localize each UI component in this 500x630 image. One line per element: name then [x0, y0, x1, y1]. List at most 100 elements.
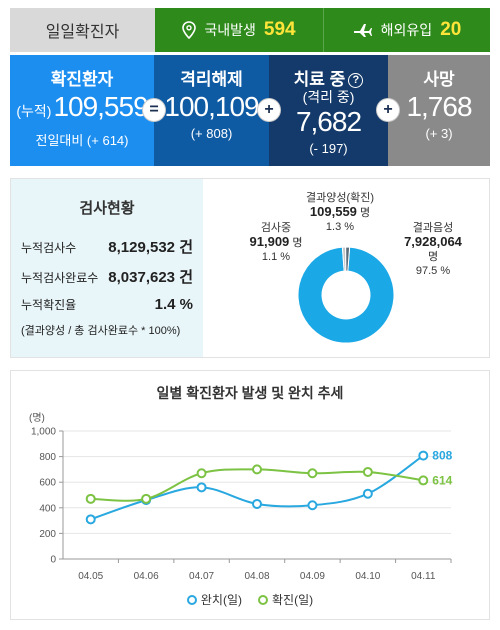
tests-row: 누적확진율 1.4 %	[21, 296, 193, 313]
domestic-cases: 국내발생 594	[155, 8, 323, 52]
positive-rate-note: (결과양성 / 총 검사완료수 * 100%)	[21, 325, 181, 337]
tests-title: 검사현황	[79, 200, 135, 217]
domestic-label: 국내발생	[204, 22, 256, 38]
deaths-stat: 사망 1,768 (+ 3)	[388, 55, 490, 166]
deaths-delta: (+ 3)	[425, 126, 453, 141]
tests-section: 검사현황 누적검사수 8,129,532 건 누적검사완료수 8,037,623…	[10, 178, 490, 358]
legend-item-confirmed[interactable]: 확진(일)	[258, 591, 313, 608]
legend-item-released[interactable]: 완치(일)	[186, 591, 242, 608]
negative-pie-label: 결과음성 7,928,064 명 97.5 %	[383, 221, 483, 278]
trend-chart-section: 일별 확진환자 발생 및 완치 추세 (명) 0 200 400 600 800 1,000…	[10, 370, 490, 620]
donut-slice-negative	[297, 246, 395, 344]
tests-summary: 검사현황 누적검사수 8,129,532 건 누적검사완료수 8,037,623…	[11, 179, 203, 357]
tests-row-value: 1.4 %	[154, 296, 193, 313]
treatment-subtitle: (격리 중)	[302, 89, 355, 105]
deaths-title: 사망	[423, 70, 455, 89]
domestic-value: 594	[263, 19, 296, 40]
x-tick-label: 04.08	[244, 571, 269, 582]
tests-row: 누적검사수 8,129,532 건	[21, 236, 193, 257]
airplane-icon	[353, 24, 372, 37]
chart-title: 일별 확진환자 발생 및 완치 추세	[156, 385, 344, 401]
x-tick-label: 04.06	[134, 571, 159, 582]
tests-donut-chart	[297, 246, 395, 344]
y-tick-label: 200	[39, 529, 56, 540]
tests-row-value: 8,129,532 건	[108, 239, 193, 256]
donut-slice-positive	[345, 246, 351, 272]
series-point[interactable]	[141, 493, 152, 504]
y-tick-label: 800	[39, 452, 56, 463]
released-delta: (+ 808)	[190, 126, 233, 141]
testing-pie-label: 검사중 91,909 명 1.1 %	[231, 221, 321, 264]
tests-row-label: 누적확진율	[21, 298, 77, 312]
treatment-title: 치료 중	[293, 70, 346, 89]
tests-row-value: 8,037,623 건	[108, 269, 193, 286]
tests-pie-area: 결과양성(확진) 109,559 명 1.3 % 검사중 91,909 명 1.…	[203, 179, 489, 357]
series-point[interactable]	[252, 464, 262, 475]
overseas-cases: 해외유입 20	[323, 8, 490, 52]
confirmed-value: 109,559	[53, 91, 148, 122]
tests-row: 누적검사완료수 8,037,623 건	[21, 266, 193, 287]
series-point[interactable]	[362, 466, 373, 477]
negative-pct: 97.5 %	[415, 265, 451, 277]
series-point[interactable]	[196, 482, 207, 493]
equals-operator-icon: =	[143, 99, 165, 121]
y-axis-unit-label: (명)	[29, 412, 45, 424]
series-point[interactable]	[362, 488, 373, 499]
x-tick-label: 04.11	[411, 571, 436, 582]
confirmed-delta: 전일대비 (+ 614)	[35, 133, 129, 148]
y-tick-label: 400	[39, 503, 56, 514]
released-stat: 격리해제 100,109 (+ 808)	[154, 55, 269, 166]
series-point[interactable]	[418, 475, 429, 486]
help-icon[interactable]: ?	[348, 73, 364, 88]
series-point[interactable]	[252, 498, 262, 509]
tests-row-label: 누적검사수	[21, 241, 77, 255]
series-point[interactable]	[418, 450, 429, 461]
series-point[interactable]	[307, 468, 318, 479]
negative-value: 7,928,064	[404, 234, 462, 249]
negative-unit: 명	[427, 251, 439, 263]
chart-legend: 완치(일) 확진(일)	[11, 591, 489, 608]
cumulative-prefix: (누적)	[16, 103, 52, 119]
positive-label: 결과양성(확진)	[305, 192, 375, 204]
testing-label: 검사중	[260, 222, 292, 234]
released-title: 격리해제	[180, 70, 243, 89]
series-end-label: 808	[432, 449, 452, 463]
positive-unit: 명	[359, 207, 371, 219]
overseas-label: 해외유입	[380, 22, 433, 38]
y-tick-label: 600	[39, 478, 56, 489]
plus-operator-icon-2: +	[377, 99, 399, 121]
testing-unit: 명	[292, 237, 303, 249]
x-tick-label: 04.05	[78, 571, 103, 582]
x-tick-label: 04.07	[189, 571, 214, 582]
positive-pct: 1.3 %	[325, 221, 355, 233]
location-pin-icon	[182, 21, 197, 39]
released-value: 100,109	[164, 91, 259, 122]
confirmed-title: 확진환자	[50, 70, 114, 89]
treatment-value: 7,682	[295, 106, 362, 137]
testing-pct: 1.1 %	[261, 251, 291, 263]
legend-dot-icon	[186, 594, 197, 605]
positive-value: 109,559	[309, 204, 357, 219]
confirmed-number: (누적) 109,559	[10, 90, 154, 128]
legend-label-released: 완치(일)	[200, 593, 242, 607]
overseas-value: 20	[440, 19, 462, 40]
x-tick-label: 04.10	[355, 571, 380, 582]
series-point[interactable]	[85, 493, 96, 504]
treatment-stat: 치료 중? (격리 중) 7,682 (- 197)	[269, 55, 388, 166]
legend-label-confirmed: 확진(일)	[272, 593, 314, 607]
plus-operator-icon: +	[258, 99, 280, 121]
series-point[interactable]	[196, 468, 207, 479]
testing-value: 91,909	[249, 234, 290, 249]
confirmed-stat: 확진환자 (누적) 109,559 전일대비 (+ 614)	[10, 55, 154, 166]
series-point[interactable]	[85, 514, 96, 525]
legend-dot-icon	[258, 594, 268, 605]
daily-confirmed-label: 일일확진자	[10, 8, 155, 52]
y-tick-label: 0	[50, 555, 56, 566]
positive-pie-label: 결과양성(확진) 109,559 명 1.3 %	[285, 191, 395, 234]
y-tick-label: 1,000	[31, 427, 56, 438]
series-end-label: 614	[432, 473, 452, 487]
x-tick-label: 04.09	[300, 571, 325, 582]
daily-confirmed-bar: 일일확진자 국내발생 594 해외유입 20	[10, 8, 490, 52]
tests-row-label: 누적검사완료수	[21, 271, 99, 285]
series-point[interactable]	[307, 500, 318, 511]
